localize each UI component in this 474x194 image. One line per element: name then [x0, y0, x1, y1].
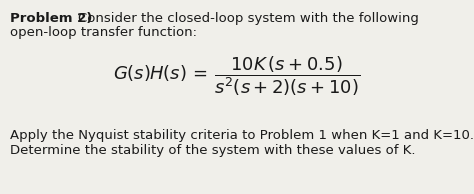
Text: Consider the closed-loop system with the following: Consider the closed-loop system with the…: [78, 12, 419, 25]
Text: Problem 2): Problem 2): [10, 12, 92, 25]
Text: open-loop transfer function:: open-loop transfer function:: [10, 26, 197, 39]
Text: Determine the stability of the system with these values of K.: Determine the stability of the system wi…: [10, 144, 416, 157]
Text: Apply the Nyquist stability criteria to Problem 1 when K=1 and K=10.: Apply the Nyquist stability criteria to …: [10, 129, 474, 142]
Text: $G(s)H(s)\,=\,\dfrac{10K\,(s+0.5)}{s^2(s+2)(s+10)}$: $G(s)H(s)\,=\,\dfrac{10K\,(s+0.5)}{s^2(s…: [113, 54, 361, 98]
